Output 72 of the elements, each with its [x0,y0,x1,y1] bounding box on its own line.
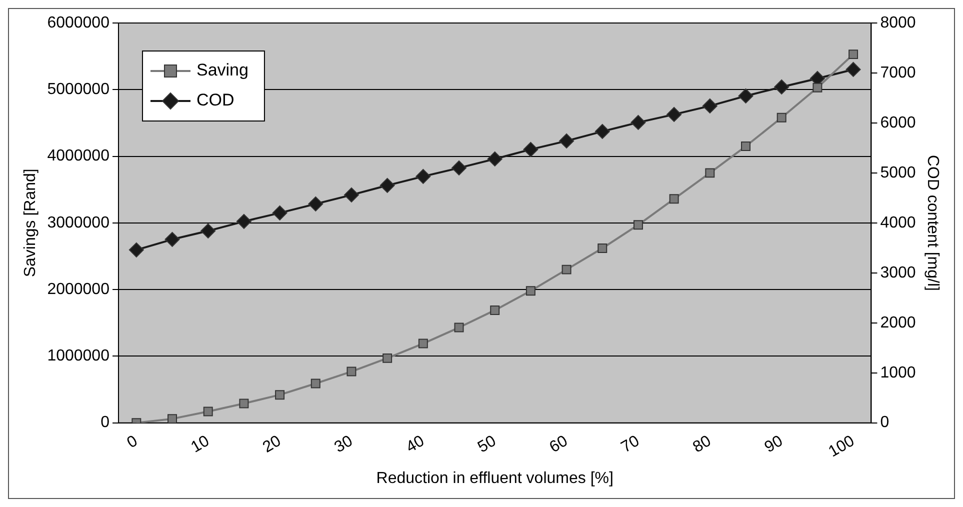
x-tick-label: 90 [762,432,786,456]
point [310,378,320,388]
legend-label: Saving [196,60,248,80]
y2-tick-label: 3000 [880,264,916,282]
y-axis-title: Savings [Rand] [22,168,40,278]
point [452,160,467,176]
y-tick-label: 0 [100,414,110,432]
y2-axis-title: COD content [mg/l] [924,154,941,291]
y2-tick-label: 6000 [880,114,916,132]
point [128,242,144,258]
point [236,214,252,229]
y2-tick-label: 1000 [880,364,916,382]
point [812,82,822,92]
point [526,286,536,296]
point [203,406,213,416]
point [418,338,428,348]
point [164,232,180,247]
point [846,62,861,77]
x-axis-title: Reduction in effluent volumes [%] [376,470,614,487]
point [630,114,646,130]
y2-tick-label: 7000 [880,64,916,82]
x-tick-label: 50 [475,432,500,456]
x-tick-label: 40 [403,432,428,456]
y2-tick-label: 8000 [880,14,916,32]
x-tick-label: 30 [332,432,356,456]
point [598,243,608,253]
point [239,398,249,408]
point [559,133,574,148]
point [168,414,177,423]
x-tick-label: 70 [618,432,643,456]
point [705,168,715,178]
point [275,390,285,400]
y-tick-label: 2000000 [47,280,110,298]
y-tick-label: 5000000 [47,81,110,98]
point [523,142,538,157]
y2-tick-label: 4000 [880,214,916,232]
point [666,106,682,122]
point [633,220,643,230]
point [272,205,288,220]
point [346,366,356,376]
y2-tick-label: 2000 [880,314,916,332]
x-tick-label: 60 [546,432,571,456]
y-tick-label: 1000000 [47,348,110,365]
point [490,305,500,315]
point [416,168,431,184]
point [774,79,790,94]
x-tick-label: 0 [124,432,141,452]
point [380,178,395,193]
y-tick-label: 6000000 [47,14,110,32]
point [738,88,754,104]
point [344,187,359,202]
y2-tick-label: 5000 [880,164,916,182]
point [382,353,392,363]
point [776,112,786,122]
point [669,194,679,204]
y-tick-label: 4000000 [47,148,110,165]
point [848,50,858,60]
point [200,223,216,238]
legend-label: COD [196,90,234,110]
point [594,124,610,139]
point [454,322,464,332]
x-tick-label: 80 [690,432,714,456]
x-tick-label: 100 [826,432,858,461]
point [562,264,572,274]
point [487,151,502,166]
point [308,196,324,212]
y-tick-label: 3000000 [47,214,110,232]
x-tick-label: 20 [260,432,284,456]
point [702,98,718,114]
y2-tick-label: 0 [880,414,890,432]
x-tick-label: 10 [188,432,212,456]
point [741,142,750,152]
